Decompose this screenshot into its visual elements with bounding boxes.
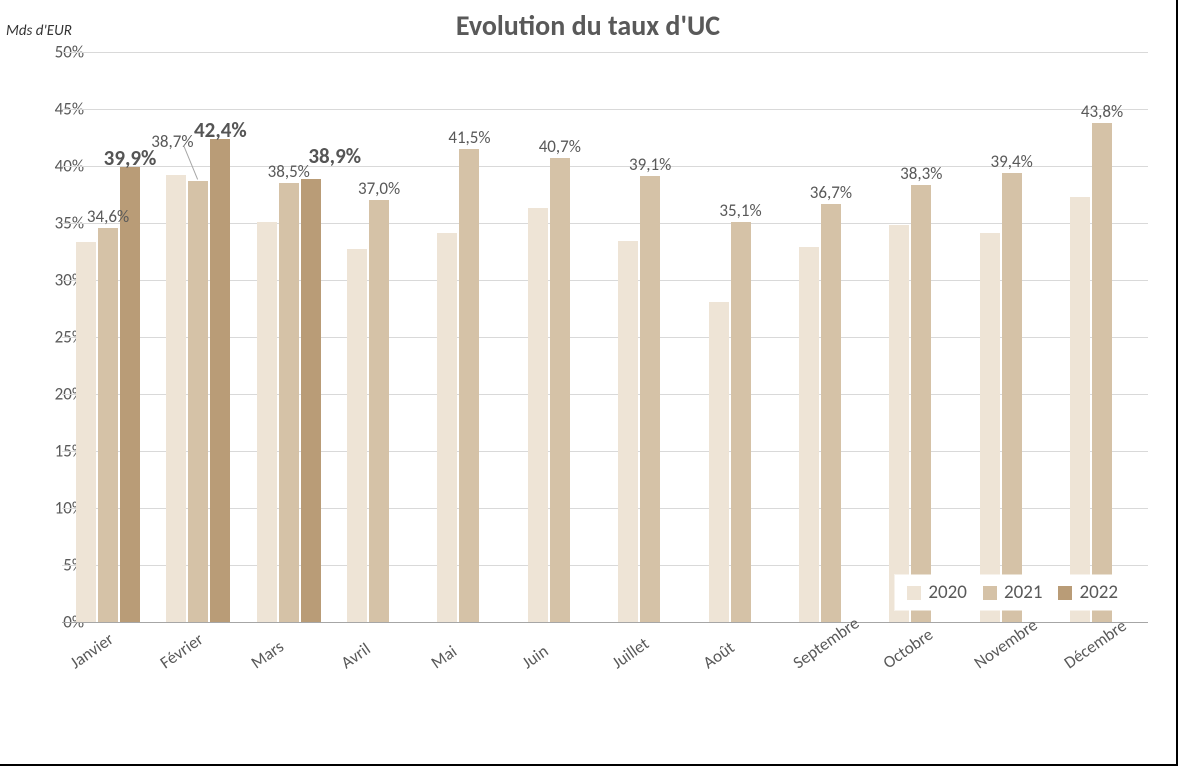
bar-label: 39,4% (991, 151, 1033, 172)
bar-2020 (889, 225, 909, 622)
bar-label: 38,9% (308, 143, 361, 169)
legend-label: 2020 (928, 581, 967, 604)
x-tick-label: Juin (518, 640, 552, 673)
x-tick-label: Avril (337, 638, 374, 673)
x-tick-label: Janvier (66, 628, 118, 673)
bar-2020 (347, 249, 367, 622)
bar-2020 (709, 302, 729, 622)
bar-2021 (98, 228, 118, 622)
bar-2020 (1070, 197, 1090, 622)
bar-2022 (301, 179, 321, 622)
bar-2021 (821, 204, 841, 622)
bar-2020 (76, 242, 96, 622)
bar-2020 (166, 175, 186, 622)
bar-label: 38,7% (151, 131, 193, 152)
bar-label: 36,7% (810, 182, 852, 203)
bar-2021 (1092, 123, 1112, 622)
legend-item-2021: 2021 (983, 581, 1043, 604)
gridline (62, 52, 1148, 53)
bar-2020 (257, 222, 277, 622)
legend-label: 2021 (1004, 581, 1043, 604)
bar-label: 39,1% (629, 154, 671, 175)
bar-label: 35,1% (719, 200, 761, 221)
plot-area: 34,6% 39,9%38,7%42,4% 38,5%38,9% 37,0% 41,5%… (62, 52, 1148, 622)
legend-label: 2022 (1079, 581, 1118, 604)
y-axis-title: Mds d'EUR (6, 22, 72, 40)
bar-2020 (618, 241, 638, 622)
x-tick-label: Novembre (970, 614, 1041, 673)
legend: 2020 2021 2022 (895, 575, 1130, 610)
chart-title: Evolution du taux d'UC (0, 8, 1176, 43)
chart-container: Evolution du taux d'UC Mds d'EUR 0%5%10%… (0, 0, 1178, 766)
legend-swatch (1058, 586, 1072, 600)
x-tick-label: Mai (427, 641, 461, 673)
bar-label: 42,4% (194, 117, 247, 143)
x-tick-label: Décembre (1060, 615, 1130, 673)
bar-2022 (120, 167, 140, 622)
bar-2021 (459, 149, 479, 622)
x-tick-label: Mars (247, 636, 288, 673)
bar-2021 (640, 176, 660, 622)
x-tick-label: Février (156, 629, 207, 674)
bar-2022 (210, 139, 230, 622)
bar-label: 41,5% (448, 127, 490, 148)
bar-label: 39,9% (104, 145, 157, 171)
x-tick-label: Octobre (879, 624, 937, 673)
bar-2020 (528, 208, 548, 622)
bar-2020 (799, 247, 819, 622)
gridline (62, 622, 1148, 623)
bar-label: 43,8% (1081, 101, 1123, 122)
bar-2020 (980, 233, 1000, 622)
bar-2021 (279, 183, 299, 622)
bar-label: 37,0% (358, 178, 400, 199)
legend-swatch (907, 586, 921, 600)
bar-label: 38,3% (900, 163, 942, 184)
bar-2021 (731, 222, 751, 622)
bar-2021 (188, 181, 208, 622)
x-tick-label: Août (699, 637, 738, 673)
bar-2021 (911, 185, 931, 622)
gridline (62, 109, 1148, 110)
legend-item-2022: 2022 (1058, 581, 1118, 604)
bar-label: 34,6% (87, 206, 129, 227)
bar-label: 38,5% (268, 161, 310, 182)
bar-2020 (437, 233, 457, 622)
legend-swatch (983, 586, 997, 600)
bar-label: 40,7% (539, 136, 581, 157)
x-tick-label: Juillet (608, 633, 653, 673)
bar-2021 (550, 158, 570, 622)
legend-item-2020: 2020 (907, 581, 967, 604)
bar-2021 (1002, 173, 1022, 622)
bar-2021 (369, 200, 389, 622)
